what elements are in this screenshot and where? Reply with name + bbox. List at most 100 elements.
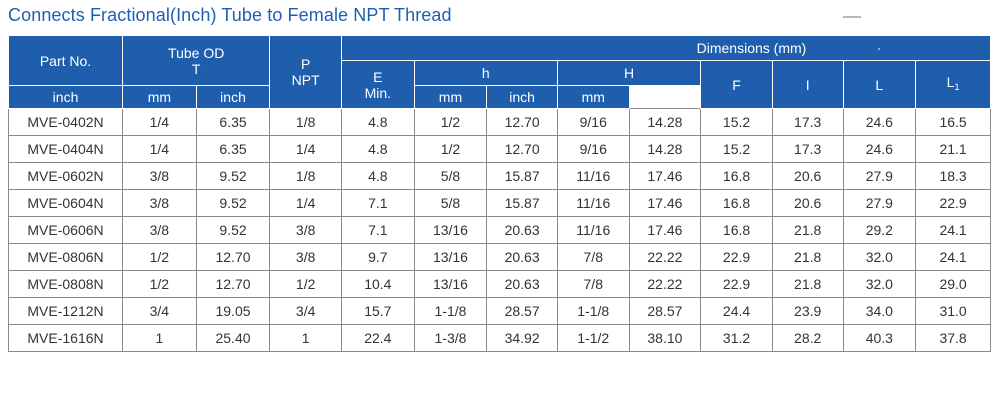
cell-e-min: 22.4	[340, 324, 415, 352]
cell-h-mm: 15.87	[486, 162, 558, 190]
cell-H-inch: 9/16	[556, 135, 630, 163]
cell-h-mm: 15.87	[486, 189, 558, 217]
cell-H-inch: 7/8	[556, 243, 630, 271]
table-row: MVE-0808N 1/2 12.70 1/2 10.4 13/16 20.63 7/8 22.…	[7, 270, 991, 298]
cell-e-min: 7.1	[340, 216, 415, 244]
cell-H-inch: 11/16	[556, 216, 630, 244]
cell-H-mm: 28.57	[628, 297, 702, 325]
cell-H-inch: 7/8	[556, 270, 630, 298]
cell-h-mm: 20.63	[486, 270, 558, 298]
cell-H-inch: 1-1/8	[556, 297, 630, 325]
cell-H-mm: 14.28	[628, 108, 702, 136]
cell-f: 24.4	[700, 297, 773, 325]
header-l1-label: L	[946, 74, 955, 90]
cell-f: 15.2	[700, 135, 773, 163]
header-l1-subscript: 1	[954, 82, 960, 92]
cell-H-mm: 14.28	[628, 135, 702, 163]
header-p-npt: P NPT	[269, 35, 342, 109]
header-h-big: H	[556, 60, 702, 86]
cell-H-inch: 9/16	[556, 108, 630, 136]
cell-tube-od-mm: 9.52	[195, 189, 271, 217]
cell-part-no: MVE-0602N	[7, 162, 124, 190]
cell-e-min: 7.1	[340, 189, 415, 217]
cell-i: 21.8	[771, 270, 844, 298]
cell-i: 28.2	[771, 324, 844, 352]
header-tube-od-symbol: T	[191, 60, 201, 77]
cell-tube-od-inch: 3/8	[122, 216, 197, 244]
cell-i: 23.9	[771, 297, 844, 325]
cell-l1: 21.1	[915, 135, 991, 163]
cell-i: 21.8	[771, 216, 844, 244]
cell-i: 17.3	[771, 108, 844, 136]
header-l1: L1	[915, 60, 991, 109]
header-e-min: Min.	[364, 84, 392, 101]
cell-p-npt: 1/2	[269, 270, 342, 298]
cell-H-inch: 1-1/2	[556, 324, 630, 352]
header-p: P	[300, 56, 311, 72]
cell-H-mm: 17.46	[628, 189, 702, 217]
cell-h-mm: 20.63	[486, 216, 558, 244]
table-row: MVE-0604N 3/8 9.52 1/4 7.1 5/8 15.87 11/16 17.46…	[7, 189, 991, 217]
cell-i: 20.6	[771, 162, 844, 190]
cell-l: 32.0	[842, 243, 917, 271]
cell-e-min: 15.7	[340, 297, 415, 325]
cell-p-npt: 3/4	[269, 297, 342, 325]
cell-H-mm: 17.46	[628, 162, 702, 190]
cell-l1: 24.1	[915, 216, 991, 244]
header-npt: NPT	[291, 72, 320, 88]
header-e-label: E	[373, 68, 383, 85]
table-row: MVE-0402N 1/4 6.35 1/8 4.8 1/2 12.70 9/16 14.28 1…	[7, 108, 991, 136]
cell-e-min: 4.8	[340, 108, 415, 136]
table-row: MVE-0606N 3/8 9.52 3/8 7.1 13/16 20.63 11/16 17.…	[7, 216, 991, 244]
header-tube-od: Tube OD T	[122, 35, 271, 86]
cell-H-inch: 11/16	[556, 189, 630, 217]
table-row: MVE-0404N 1/4 6.35 1/4 4.8 1/2 12.70 9/16 14.28 1…	[7, 135, 991, 163]
cell-h-inch: 1/2	[413, 135, 488, 163]
header-part-no: Part No.	[7, 35, 124, 86]
cell-e-min: 9.7	[340, 243, 415, 271]
cell-h-mm: 34.92	[486, 324, 558, 352]
cell-h-mm: 12.70	[486, 135, 558, 163]
cell-tube-od-inch: 3/4	[122, 297, 197, 325]
cell-l: 27.9	[842, 162, 917, 190]
cell-h-mm: 12.70	[486, 108, 558, 136]
cell-h-inch: 1/2	[413, 108, 488, 136]
table-header: Part No. Tube OD T P NPT Dimensions (mm)…	[7, 35, 992, 109]
cell-l: 24.6	[842, 108, 917, 136]
cell-h-inch: 1-3/8	[413, 324, 488, 352]
cell-tube-od-inch: 1/4	[122, 135, 197, 163]
header-tube-inch: inch	[7, 85, 124, 109]
cell-tube-od-mm: 6.35	[195, 108, 271, 136]
cell-l1: 31.0	[915, 297, 991, 325]
table-row: MVE-1616N 1 25.40 1 22.4 1-3/8 34.92 1-1/2 38.10…	[7, 324, 991, 352]
cell-part-no: MVE-0806N	[7, 243, 124, 271]
table-body: MVE-0402N 1/4 6.35 1/8 4.8 1/2 12.70 9/16 14.28 1…	[7, 108, 991, 352]
cell-part-no: MVE-0808N	[7, 270, 124, 298]
header-f: F	[700, 60, 773, 109]
cell-part-no: MVE-0404N	[7, 135, 124, 163]
decorative-dot	[878, 48, 881, 51]
cell-p-npt: 3/8	[269, 216, 342, 244]
cell-h-inch: 5/8	[413, 162, 488, 190]
header-dimensions: Dimensions (mm)	[340, 35, 992, 61]
header-h-big-inch: inch	[486, 85, 558, 109]
cell-l1: 18.3	[915, 162, 991, 190]
header-h-small-inch: inch	[195, 85, 271, 109]
cell-H-mm: 22.22	[628, 270, 702, 298]
header-tube-od-label: Tube OD	[168, 44, 225, 61]
cell-p-npt: 3/8	[269, 243, 342, 271]
cell-f: 22.9	[700, 270, 773, 298]
cell-tube-od-mm: 19.05	[195, 297, 271, 325]
cell-h-inch: 13/16	[413, 243, 488, 271]
spec-table: Part No. Tube OD T P NPT Dimensions (mm)…	[7, 35, 992, 352]
cell-H-mm: 22.22	[628, 243, 702, 271]
cell-p-npt: 1/4	[269, 189, 342, 217]
cell-tube-od-inch: 3/8	[122, 189, 197, 217]
cell-part-no: MVE-0402N	[7, 108, 124, 136]
cell-i: 17.3	[771, 135, 844, 163]
cell-part-no: MVE-0604N	[7, 189, 124, 217]
header-h-small: h	[413, 60, 558, 86]
cell-tube-od-inch: 1/2	[122, 270, 197, 298]
cell-h-mm: 28.57	[486, 297, 558, 325]
header-dimensions-label: Dimensions (mm)	[696, 40, 807, 56]
